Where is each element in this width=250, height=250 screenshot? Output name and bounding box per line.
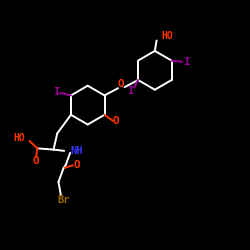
- Text: HO: HO: [162, 32, 173, 42]
- Text: I: I: [183, 57, 190, 67]
- Text: I: I: [53, 87, 60, 97]
- Text: O: O: [118, 80, 125, 90]
- Text: NH: NH: [70, 146, 83, 156]
- Text: O: O: [73, 160, 80, 170]
- Text: Br: Br: [58, 195, 70, 205]
- Text: HO: HO: [14, 133, 26, 143]
- Text: O: O: [113, 116, 119, 126]
- Text: I: I: [127, 86, 134, 96]
- Text: O: O: [33, 156, 40, 166]
